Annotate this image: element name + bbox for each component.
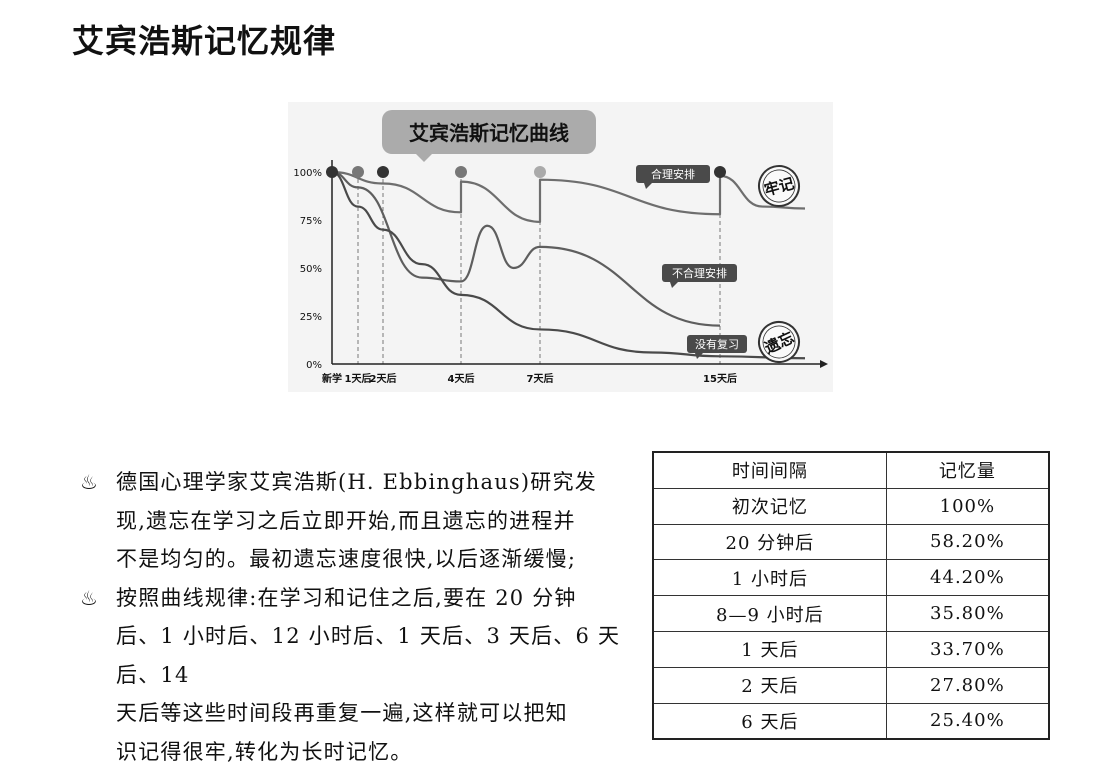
review-marker — [714, 166, 726, 178]
label-reasonable-pointer — [644, 183, 652, 189]
review-marker — [534, 166, 546, 178]
table-header-row: 时间间隔 记忆量 — [652, 451, 1050, 489]
table-row: 初次记忆 100% — [652, 487, 1050, 525]
x-tick-label: 15天后 — [703, 372, 737, 385]
table-row: 8—9 小时后 35.80% — [652, 595, 1050, 632]
stamp-remember-ring — [758, 165, 800, 207]
y-tick-label: 0% — [306, 360, 322, 371]
retention-cell: 27.80% — [885, 666, 1050, 704]
interval-cell: 6 天后 — [652, 702, 887, 740]
table-row: 1 小时后 44.20% — [652, 559, 1050, 597]
stamp-forget-ring — [758, 321, 800, 363]
stamp-remember: 牢记 — [758, 165, 800, 207]
y-tick-label: 50% — [300, 264, 322, 275]
review-marker — [352, 166, 364, 178]
retention-cell: 25.40% — [885, 702, 1050, 740]
interval-cell: 1 小时后 — [652, 559, 887, 597]
paragraph-line: 按照曲线规律:在学习和记住之后,要在 20 分钟 — [116, 585, 577, 610]
retention-cell: 33.70% — [885, 630, 1050, 668]
x-tick-label: 新学 — [322, 372, 342, 385]
review-marker — [326, 166, 338, 178]
interval-cell: 2 天后 — [652, 666, 887, 704]
retention-cell: 35.80% — [885, 595, 1050, 632]
chart-title-pointer — [416, 154, 432, 162]
interval-cell: 初次记忆 — [652, 487, 887, 525]
label-unreasonable-text: 不合理安排 — [672, 266, 727, 280]
retention-cell: 44.20% — [885, 559, 1050, 597]
paragraph-line: 现,遗忘在学习之后立即开始,而且遗忘的进程并 — [116, 508, 576, 533]
x-tick-label: 7天后 — [527, 372, 554, 385]
hot-springs-icon: ♨ — [80, 470, 100, 494]
label-no-review-box — [687, 335, 747, 353]
chart-title-text: 艾宾浩斯记忆曲线 — [409, 121, 569, 145]
label-reasonable-box — [636, 165, 710, 183]
page-title: 艾宾浩斯记忆规律 — [72, 22, 337, 60]
paragraph-line: 不是均匀的。最初遗忘速度很快,以后逐渐缓慢; — [116, 547, 577, 571]
stamp-forget-inner-ring — [762, 325, 796, 359]
interval-cell: 8—9 小时后 — [652, 595, 887, 632]
paragraph-method: ♨ 按照曲线规律:在学习和记住之后,要在 20 分钟 后、1 小时后、12 小时… — [80, 579, 645, 772]
series-line-1 — [331, 170, 721, 327]
header-retention: 记忆量 — [885, 451, 1050, 489]
label-unreasonable-pointer — [670, 282, 678, 288]
paragraph-line: 后、1 小时后、12 小时后、1 天后、3 天后、6 天后、14 — [116, 624, 621, 687]
review-marker — [455, 166, 467, 178]
table-row: 20 分钟后 58.20% — [652, 523, 1050, 561]
table-row: 6 天后 25.40% — [652, 702, 1050, 740]
y-tick-label: 25% — [300, 312, 322, 323]
x-axis-arrow — [820, 360, 828, 368]
retention-cell: 58.20% — [885, 523, 1050, 561]
interval-cell: 20 分钟后 — [652, 523, 887, 561]
chart-title-box — [382, 110, 596, 154]
label-unreasonable: 不合理安排 — [662, 264, 737, 288]
label-no-review-pointer — [695, 353, 703, 359]
stamp-forget: 遗忘 — [758, 321, 800, 363]
stamp-remember-inner-ring — [762, 169, 796, 203]
table-row: 2 天后 27.80% — [652, 666, 1050, 704]
paragraph-line: 天后等这些时间段再重复一遍,这样就可以把知 — [116, 701, 568, 725]
header-interval: 时间间隔 — [652, 451, 887, 489]
label-no-review-text: 没有复习 — [695, 337, 739, 351]
x-tick-label: 4天后 — [448, 372, 475, 385]
label-no-review: 没有复习 — [687, 335, 747, 359]
interval-cell: 1 天后 — [652, 630, 887, 668]
table-row: 1 天后 33.70% — [652, 630, 1050, 668]
label-reasonable: 合理安排 — [636, 165, 710, 189]
label-unreasonable-box — [662, 264, 737, 282]
series-line-0 — [331, 170, 806, 224]
x-tick-label: 1天后 — [345, 372, 372, 385]
chart-title-bubble: 艾宾浩斯记忆曲线 — [382, 110, 596, 162]
description-text: ♨ 德国心理学家艾宾浩斯(H. Ebbinghaus)研究发 现,遗忘在学习之后… — [80, 463, 645, 771]
review-marker — [377, 166, 389, 178]
memory-table: 时间间隔 记忆量 初次记忆 100% 20 分钟后 58.20% 1 小时后 44.2… — [652, 451, 1050, 741]
paragraph-line: 德国心理学家艾宾浩斯(H. Ebbinghaus)研究发 — [116, 470, 597, 494]
label-reasonable-text: 合理安排 — [651, 167, 695, 181]
x-tick-label: 2天后 — [370, 372, 397, 385]
retention-cell: 100% — [885, 487, 1050, 525]
y-tick-label: 100% — [293, 168, 322, 179]
y-tick-label: 75% — [300, 216, 322, 227]
paragraph-line: 识记得很牢,转化为长时记忆。 — [116, 739, 413, 764]
paragraph-research: ♨ 德国心理学家艾宾浩斯(H. Ebbinghaus)研究发 现,遗忘在学习之后… — [80, 463, 645, 579]
hot-springs-icon: ♨ — [80, 585, 100, 610]
forgetting-curve-chart: 100% 75% 50% 25% 0% 新学 1天后 2天后 4天后 7天后 15天后 合理安排不合理… — [288, 102, 833, 392]
